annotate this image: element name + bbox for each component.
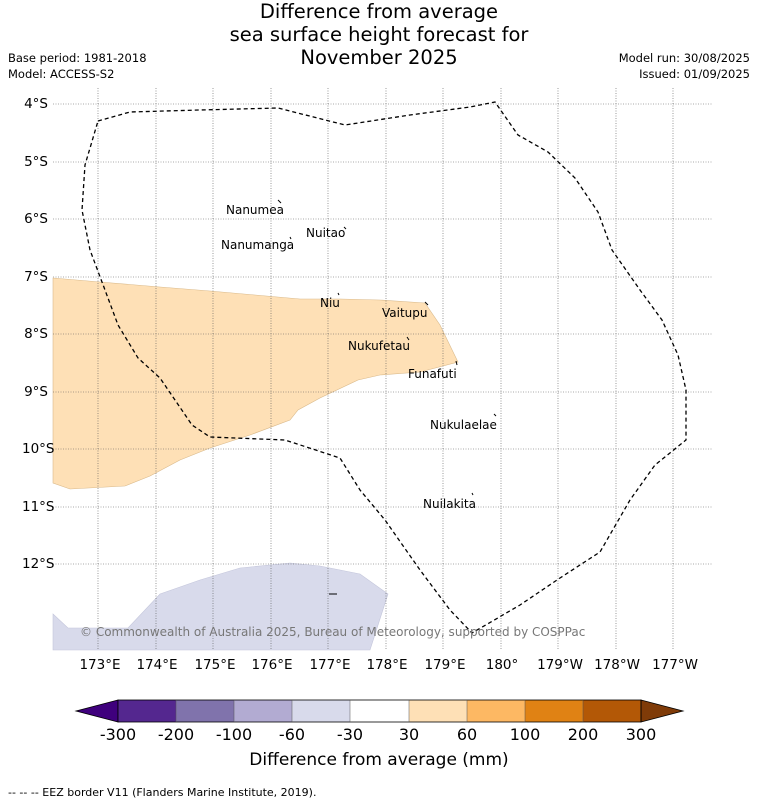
lon-tick-177e: 177°E <box>309 657 351 673</box>
colorbar-swatch-2 <box>176 700 234 722</box>
colorbar-swatch-7 <box>467 700 525 722</box>
colorbar-label-8: 100 <box>509 725 541 744</box>
lon-tick-179e: 179°E <box>424 657 466 673</box>
lon-tick-178w: 178°W <box>594 657 640 673</box>
map-area <box>52 88 713 651</box>
colorbar-label-10: 300 <box>625 725 657 744</box>
lon-tick-173e: 173°E <box>79 657 121 673</box>
lon-tick-177w: 177°W <box>652 657 698 673</box>
lon-tick-176e: 176°E <box>251 657 293 673</box>
title-line-3: November 2025 <box>300 46 458 69</box>
island-label-niu: Niu <box>320 296 340 310</box>
colorbar-swatch-3 <box>234 700 292 722</box>
colorbar-swatch-6 <box>409 700 467 722</box>
colorbar-label-9: 200 <box>567 725 599 744</box>
lat-tick-8s: 8°S <box>24 326 48 342</box>
base-period: Base period: 1981-2018 <box>8 51 147 65</box>
model-name: Model: ACCESS-S2 <box>8 67 115 81</box>
copyright-notice: © Commonwealth of Australia 2025, Bureau… <box>80 625 586 639</box>
lat-tick-5s: 5°S <box>24 154 48 170</box>
lat-tick-12s: 12°S <box>22 556 55 572</box>
lat-tick-11s: 11°S <box>22 499 55 515</box>
title-line-2: sea surface height forecast for <box>229 23 529 46</box>
colorbar-label-3: -100 <box>215 725 253 744</box>
lon-tick-175e: 175°E <box>194 657 236 673</box>
colorbar-swatch-1 <box>118 700 176 722</box>
colorbar-label-4: -60 <box>278 725 306 744</box>
island-label-vaitupu: Vaitupu <box>382 306 428 320</box>
island-label-funafuti: Funafuti <box>408 367 457 381</box>
island-label-nanumea: Nanumea <box>226 203 284 217</box>
island-label-nanumanga: Nanumanga <box>221 238 295 252</box>
lon-tick-178e: 178°E <box>366 657 408 673</box>
negative-anomaly-region <box>52 562 389 651</box>
lon-tick-174e: 174°E <box>136 657 178 673</box>
positive-anomaly-region <box>52 277 459 490</box>
lat-tick-7s: 7°S <box>24 269 48 285</box>
lon-tick-180: 180° <box>485 657 519 673</box>
eez-border <box>81 101 687 634</box>
lat-tick-10s: 10°S <box>22 441 55 457</box>
base-period-info: Base period: 1981-2018 Model: ACCESS-S2 <box>8 50 147 82</box>
lat-tick-4s: 4°S <box>24 96 48 112</box>
colorbar-swatch-5 <box>350 700 409 722</box>
model-run: Model run: 30/08/2025 <box>618 51 750 65</box>
colorbar-title: Difference from average (mm) <box>249 750 509 770</box>
title-line-1: Difference from average <box>259 0 499 23</box>
run-info: Model run: 30/08/2025 Issued: 01/09/2025 <box>619 50 750 82</box>
colorbar-label-7: 60 <box>456 725 478 744</box>
colorbar-swatch-8 <box>525 700 583 722</box>
colorbar-swatch-9 <box>583 700 641 722</box>
map-title: Difference from average sea surface heig… <box>0 0 758 69</box>
island-label-nuitao: Nuitao <box>306 226 346 240</box>
colorbar-label-2: -200 <box>157 725 195 744</box>
lon-tick-179w: 179°W <box>537 657 583 673</box>
colorbar-extend-low <box>74 699 119 723</box>
colorbar-extend-high <box>640 699 685 723</box>
lat-tick-9s: 9°S <box>24 384 48 400</box>
colorbar <box>74 699 685 723</box>
latitude-gridlines <box>53 103 713 565</box>
island-label-nukulaelae: Nukulaelae <box>430 418 497 432</box>
colorbar-swatch-4 <box>292 700 350 722</box>
lat-tick-6s: 6°S <box>24 211 48 227</box>
issued-date: Issued: 01/09/2025 <box>639 67 750 81</box>
island-label-nuilakita: Nuilakita <box>423 497 476 511</box>
longitude-gridlines <box>97 88 674 650</box>
colorbar-label-5: -30 <box>336 725 364 744</box>
colorbar-label-6: 30 <box>398 725 420 744</box>
island-markers <box>277 199 497 595</box>
colorbar-label-1: -300 <box>99 725 137 744</box>
eez-footnote: -- -- -- EEZ border V11 (Flanders Marine… <box>8 786 317 799</box>
island-label-nukufetau: Nukufetau <box>348 339 411 353</box>
